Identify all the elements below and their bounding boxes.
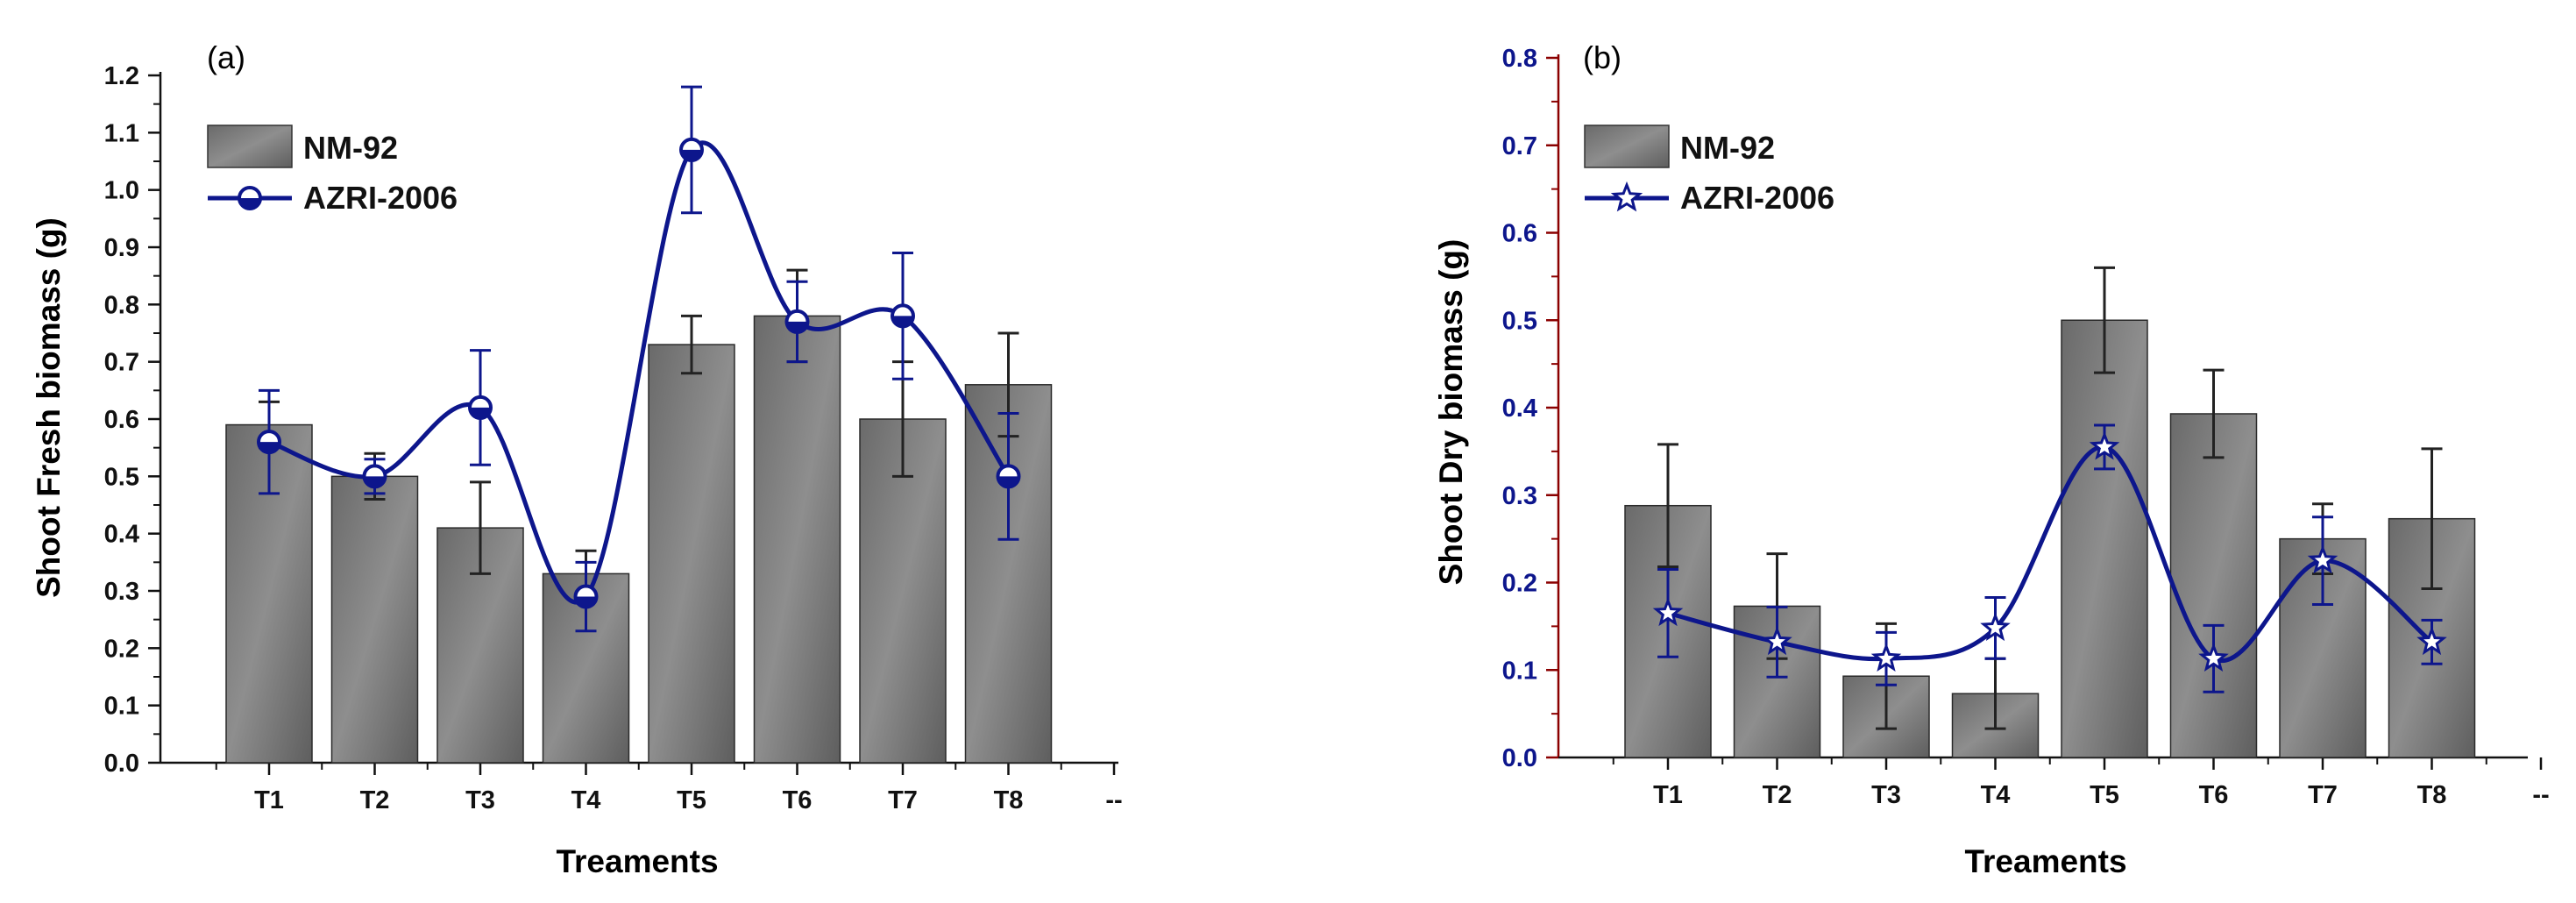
x-tick-label: T2 [360,786,390,814]
point-marker-T4 [1980,612,2011,642]
x-tick-label: T7 [2308,781,2338,809]
y-tick-label: 0.6 [1502,220,1537,248]
x-tick-label: T2 [1763,781,1792,809]
legend-azri-label: AZRI-2006 [303,180,458,216]
x-tick-label: T3 [1871,781,1901,809]
y-tick-label: 0.3 [1502,482,1537,510]
y-tick-label: 0.1 [104,693,139,721]
x-tick-label: T5 [2090,781,2119,809]
legend-nm92-label: NM-92 [303,130,398,166]
x-tick-label: T4 [1981,781,2011,809]
x-tick-label: T3 [465,786,495,814]
point-marker-T8 [996,464,1021,489]
bar-T2 [330,475,419,764]
y-tick-label: 1.2 [104,62,139,90]
y-tick-label: 1.1 [104,119,139,147]
series-line-azri-2006 [1667,444,2434,664]
point-marker-T6 [2198,643,2229,672]
y-tick-label: 0.0 [1502,744,1537,772]
y-tick-label: 0.4 [104,521,139,549]
marker-fill [997,476,1019,487]
x-tick-label: T6 [783,786,813,814]
y-tick-label: 0.6 [104,406,139,434]
y-tick-label: 0.3 [104,578,139,606]
point-marker-T7 [891,303,915,329]
point-marker-T1 [1652,597,1684,627]
x-tick-label: T7 [888,786,918,814]
y-tick-label: 0.5 [1502,307,1537,335]
point-marker-T5 [679,137,704,162]
y-tick-label: 0.4 [1502,395,1537,423]
marker-fill [470,407,491,418]
point-marker-T3 [1870,643,1902,672]
y-tick-label: 0.2 [104,635,139,663]
y-tick-label: 0.7 [1502,132,1537,160]
marker-fill [892,316,913,327]
panel-a-plot: 0.0 0.1 0.2 0.3 0.4 0.5 0.6 0.7 0.8 0.9 1.0 1.1 1.2 T… [104,62,1123,814]
y-tick-label: 0.8 [104,291,139,319]
y-tick-label: 0.0 [104,750,139,778]
x-tick-label: T8 [2417,781,2447,809]
series-line-azri-2006 [268,140,1011,605]
chart-panel-a: (a) 0.0 0.1 0.2 0.3 0.4 0.5 0.6 0.7 0.8 0.9 1.0 1.1… [31,39,1123,879]
marker-fill [259,442,280,453]
panel-b-y-axis-title: Shoot Dry biomass (g) [1433,239,1469,586]
x-tick-label: T5 [677,786,706,814]
chart-panel-b: (b) 0.0 0.1 0.2 0.3 0.4 0.5 0.6 0.7 0.8 T1 T2 T3 T4 T… [1433,39,2550,879]
x-tick-label: -- [2532,781,2549,809]
x-tick-label: T6 [2199,781,2229,809]
point-marker-T6 [784,309,810,334]
legend-azri-star-icon [1610,181,1643,212]
marker-fill [364,476,386,487]
marker-fill [575,596,597,608]
panel-b-legend: NM-92 AZRI-2006 [1584,124,1834,216]
panel-a-y-axis-title: Shoot Fresh biomass (g) [31,217,67,598]
point-marker-T8 [2416,626,2447,656]
point-marker-T4 [573,584,599,609]
point-marker-T7 [2307,544,2338,574]
point-marker-T3 [468,395,493,420]
bar-T6 [2169,413,2258,758]
legend-nm92-swatch [207,124,293,168]
legend-nm92-swatch [1584,124,1670,168]
y-tick-label: 0.7 [104,349,139,377]
legend-azri-circle-icon [238,186,262,210]
panel-a-x-axis-title: Treaments [556,843,718,879]
point-marker-T2 [1762,626,1792,656]
panel-b-x-axis-title: Treaments [1964,843,2126,879]
bar-T5 [648,344,735,764]
marker-fill [786,321,808,332]
y-tick-label: 0.2 [1502,570,1537,598]
bar-T5 [2061,319,2148,758]
panel-a-label: (a) [207,39,245,75]
y-tick-label: 0.1 [1502,657,1537,685]
panel-b-label: (b) [1583,39,1622,75]
point-marker-T5 [2089,430,2120,460]
y-tick-label: 0.9 [104,234,139,262]
panel-b-plot: 0.0 0.1 0.2 0.3 0.4 0.5 0.6 0.7 0.8 T1 T2 T3 T4 T5 T6 T… [1502,45,2550,809]
panel-a-legend: NM-92 AZRI-2006 [207,124,458,216]
legend-nm92-label: NM-92 [1680,130,1775,166]
y-tick-label: 1.0 [104,177,139,205]
point-marker-T2 [362,464,387,489]
x-tick-label: T8 [994,786,1024,814]
x-tick-label: T1 [254,786,284,814]
y-tick-label: 0.8 [1502,45,1537,73]
marker-fill [681,149,702,160]
legend-azri-label: AZRI-2006 [1680,180,1834,216]
x-tick-label: T1 [1653,781,1683,809]
y-tick-label: 0.5 [104,463,139,491]
x-tick-label: T4 [571,786,601,814]
bar-T6 [753,315,841,764]
x-tick-label: -- [1105,786,1122,814]
point-marker-T1 [257,430,281,455]
